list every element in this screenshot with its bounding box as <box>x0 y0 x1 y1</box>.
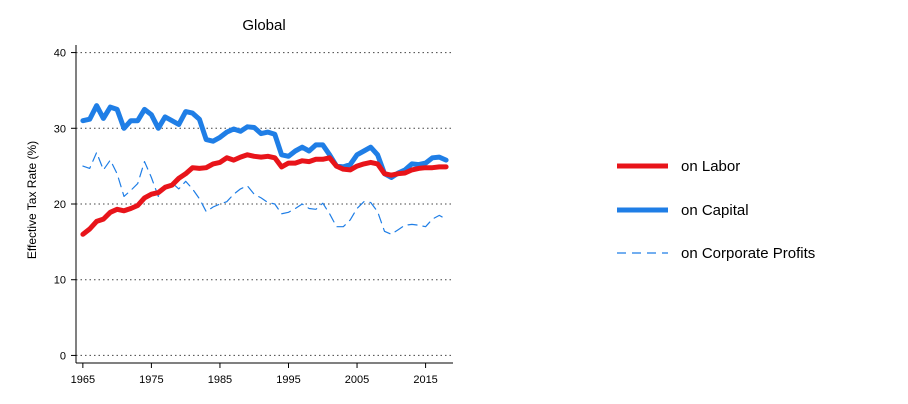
series-line-on-capital <box>80 103 449 180</box>
x-tick-label: 1995 <box>276 374 300 386</box>
legend-label-on-capital: on Capital <box>681 202 749 219</box>
x-axis-ticks: 1965 1975 1985 1995 2005 2015 <box>71 363 438 386</box>
y-axis-title: Effective Tax Rate (%) <box>25 141 39 259</box>
x-tick-label: 1965 <box>71 374 95 386</box>
legend-label-on-labor: on Labor <box>681 158 740 175</box>
y-tick-label: 30 <box>54 123 66 135</box>
y-tick-label: 0 <box>60 350 66 362</box>
y-tick-label: 20 <box>54 199 66 211</box>
gridlines <box>76 52 453 356</box>
series-line-on-labor <box>80 152 449 237</box>
x-tick-label: 1975 <box>139 374 163 386</box>
series-line-on-corporate-profits <box>82 151 447 235</box>
series-layer <box>80 103 449 237</box>
y-axis-ticks: 0 10 20 30 40 <box>54 48 76 362</box>
legend: on Labor on Capital on Corporate Profits <box>617 158 815 262</box>
chart-title: Global <box>242 17 285 34</box>
y-tick-label: 10 <box>54 275 66 287</box>
x-tick-label: 2015 <box>413 374 437 386</box>
legend-label-on-corporate-profits: on Corporate Profits <box>681 245 815 262</box>
y-tick-label: 40 <box>54 48 66 60</box>
x-tick-label: 1985 <box>208 374 232 386</box>
x-tick-label: 2005 <box>345 374 369 386</box>
